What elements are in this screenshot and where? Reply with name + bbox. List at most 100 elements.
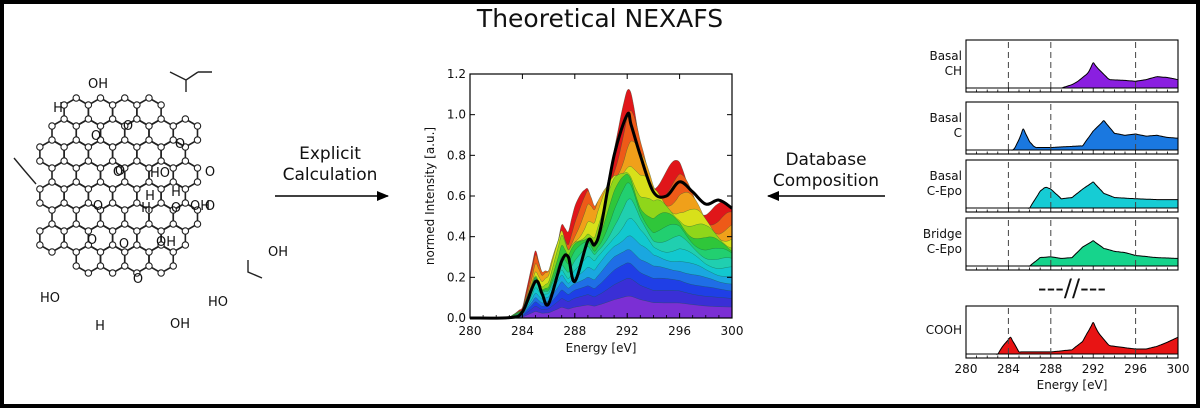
functional-group-label: O (205, 165, 215, 180)
functional-group-label: H (141, 201, 151, 216)
carbon-atom (133, 157, 141, 165)
panel-x-tick-label: 284 (997, 362, 1020, 376)
carbon-atom (133, 227, 141, 235)
carbon-atom (96, 94, 105, 102)
panel-label-line1: Bridge (923, 227, 962, 241)
carbon-atom (84, 227, 93, 235)
carbon-atom (120, 164, 129, 172)
carbon-atom (48, 136, 56, 144)
database-spectra-panels: BasalCHBasalCBasalC-EpoBridgeC-EpoCOOH28… (923, 39, 1190, 392)
carbon-atom (72, 206, 80, 214)
carbon-atom (72, 164, 80, 172)
carbon-atom (169, 220, 177, 228)
carbon-atom (96, 262, 105, 270)
carbon-atom (120, 94, 129, 102)
carbon-atom (169, 164, 177, 172)
functional-group-label: O (175, 137, 185, 152)
functional-group-label: HO (208, 295, 228, 310)
break-symbol: ---//--- (1038, 274, 1106, 302)
carbon-atom (96, 122, 105, 130)
carbon-atom (72, 94, 80, 102)
carbon-atom (36, 199, 44, 207)
carbon-atom (60, 157, 68, 165)
carbon-atom (84, 185, 93, 193)
functional-group-label: O (205, 199, 215, 214)
panel-label-line1: Basal (929, 169, 962, 183)
carbon-atom (36, 241, 44, 249)
carbon-atom (108, 241, 117, 249)
carbon-atom (157, 185, 165, 193)
functional-group-label: O (115, 164, 125, 179)
carbon-atom (133, 143, 141, 151)
carbon-atom (48, 248, 56, 256)
carbon-atom (108, 269, 117, 277)
x-tick-label: 300 (721, 324, 744, 338)
right-arrow-line1: Database (785, 150, 867, 170)
carbon-atom (36, 227, 44, 235)
carbon-atom (193, 122, 202, 130)
functional-group-label: O (119, 237, 129, 252)
carbon-atom (60, 227, 68, 235)
carbon-atom (36, 185, 44, 193)
panel-spectrum-3 (966, 240, 1179, 267)
panel-label-line2: CH (945, 64, 962, 78)
functional-group-label: O (133, 272, 143, 287)
carbon-atom (193, 220, 202, 228)
carbon-atom (120, 206, 129, 214)
carbon-atom (96, 248, 105, 256)
right-arrow-line2: Composition (772, 171, 880, 191)
carbon-atom (120, 122, 129, 130)
carbon-atom (169, 122, 177, 130)
carbon-atom (48, 122, 56, 130)
carbon-atom (48, 178, 56, 186)
carbon-atom (157, 269, 165, 277)
carbon-atom (96, 136, 105, 144)
y-tick-label: 1.0 (447, 108, 466, 122)
carbon-atom (60, 185, 68, 193)
functional-group-label: O (91, 129, 101, 144)
functional-group-label: OH (88, 77, 108, 92)
carbon-atom (108, 199, 117, 207)
carboxyl-bond-top (169, 71, 212, 92)
panel-spectrum-4 (965, 322, 1179, 355)
carbon-atom (145, 206, 153, 214)
carbon-atom (108, 185, 117, 193)
carbon-atom (169, 248, 177, 256)
carbon-atom (157, 227, 165, 235)
carbon-atom (96, 220, 105, 228)
carboxyl-bond-right (247, 260, 263, 279)
panel-x-tick-label: 300 (1167, 362, 1190, 376)
x-axis-label: Energy [eV] (566, 341, 637, 355)
carbon-atom (133, 101, 141, 109)
functional-group-label: O (93, 199, 103, 214)
carbon-atom (72, 220, 80, 228)
functional-group-label: H (53, 101, 63, 116)
carbon-atom (108, 157, 117, 165)
functional-group-label: HO (40, 291, 60, 306)
carbon-atom (145, 122, 153, 130)
carbon-atom (72, 136, 80, 144)
panel-frame (965, 159, 1179, 213)
carbon-atom (181, 199, 190, 207)
panel-spectrum-2 (965, 181, 1179, 209)
carbon-ring (39, 223, 65, 253)
functional-group-label: H (171, 185, 181, 200)
carbon-atom (72, 262, 80, 270)
carbon-atom (133, 241, 141, 249)
carbon-atom (133, 115, 141, 123)
carbon-atom (84, 101, 93, 109)
y-axis-label: normed Intensity [a.u.] (423, 127, 437, 265)
panel-label-line1: COOH (926, 323, 962, 337)
carbon-atom (48, 164, 56, 172)
carbon-atom (108, 101, 117, 109)
carbon-atom (120, 220, 129, 228)
y-tick-label: 0.8 (447, 148, 466, 162)
panel-frame (965, 217, 1179, 271)
carbon-atom (108, 143, 117, 151)
carbon-atom (193, 136, 202, 144)
carbon-atom (108, 115, 117, 123)
carbon-atom (72, 178, 80, 186)
carbon-atom (169, 136, 177, 144)
figure-title: Theoretical NEXAFS (476, 4, 724, 33)
functional-group-label: OH (268, 245, 288, 260)
